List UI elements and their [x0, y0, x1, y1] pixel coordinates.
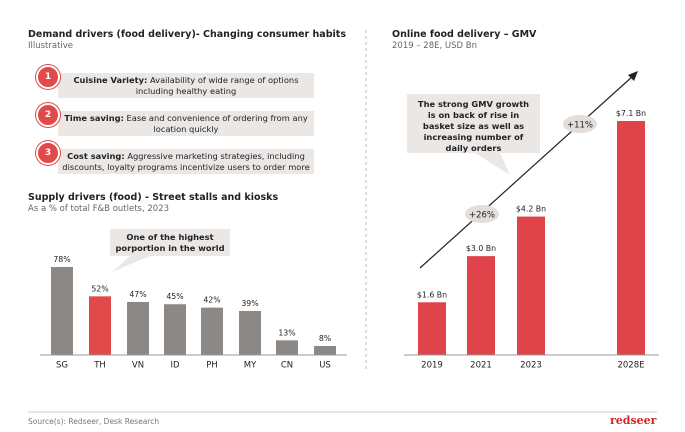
logo: redseer: [610, 414, 657, 427]
driver-number: 1: [36, 65, 60, 89]
bar: [314, 345, 336, 355]
x-tick-label: 2023: [520, 361, 542, 371]
value-label: $3.0 Bn: [466, 244, 496, 253]
callout-pointer: [475, 153, 510, 175]
driver-label: Time saving:: [64, 113, 124, 123]
driver-text: Ease and convenience of ordering from an…: [126, 113, 308, 134]
value-label: $4.2 Bn: [516, 205, 546, 214]
value-label: 52%: [91, 284, 108, 293]
bar: [127, 301, 149, 355]
bar: [201, 307, 223, 355]
gmv-callout: The strong GMV growth is on back of rise…: [407, 94, 540, 153]
growth-label: +11%: [567, 121, 593, 131]
x-tick-label: PH: [206, 361, 218, 371]
value-label: 8%: [319, 334, 331, 343]
x-tick-label: CN: [281, 361, 293, 371]
driver-number: 2: [36, 103, 60, 127]
bar: [89, 296, 111, 355]
supply-title: Supply drivers (food) - Street stalls an…: [28, 192, 279, 203]
driver-text: Availability of wide range of options in…: [135, 75, 299, 96]
growth-label: +26%: [469, 211, 495, 221]
bar: [164, 304, 186, 355]
value-label: 78%: [53, 255, 70, 264]
x-tick-label: 2019: [421, 361, 443, 371]
driver-label: Cuisine Variety:: [73, 75, 148, 85]
callout-pointer: [112, 256, 150, 272]
x-tick-label: 2028E: [617, 361, 644, 371]
driver-label: Cost saving:: [67, 151, 125, 161]
x-tick-label: SG: [56, 361, 68, 371]
value-label: 45%: [166, 292, 183, 301]
bar: [239, 311, 261, 355]
growth-bubble: [563, 115, 597, 133]
driver-text: Aggressive marketing strategies, includi…: [62, 151, 310, 172]
growth-bubble: [465, 205, 499, 223]
driver-box: Time saving: Ease and convenience of ord…: [58, 111, 314, 136]
growth-arrow: [419, 75, 634, 269]
gmv-title: Online food delivery – GMV: [392, 29, 537, 40]
x-tick-label: TH: [93, 361, 106, 371]
x-tick-label: US: [319, 361, 331, 371]
driver-box: Cost saving: Aggressive marketing strate…: [58, 149, 314, 174]
x-tick-label: 2021: [470, 361, 492, 371]
value-label: 42%: [203, 296, 220, 305]
value-label: 13%: [278, 328, 295, 337]
bar: [467, 256, 495, 355]
bar: [418, 302, 446, 355]
value-label: $1.6 Bn: [417, 290, 447, 299]
x-tick-label: MY: [244, 361, 257, 371]
driver-number: 3: [36, 141, 60, 165]
source: Source(s): Redseer, Desk Research: [28, 417, 160, 426]
supply-subtitle: As a % of total F&B outlets, 2023: [28, 204, 170, 214]
bar: [617, 121, 645, 355]
header-title: Demand drivers (food delivery)- Changing…: [28, 29, 346, 40]
x-tick-label: VN: [132, 361, 144, 371]
supply-callout: One of the highest porportion in the wor…: [110, 229, 230, 256]
bar: [276, 340, 298, 355]
x-tick-label: ID: [170, 361, 180, 371]
bar: [517, 216, 545, 355]
header-subtitle: Illustrative: [28, 41, 74, 51]
value-label: $7.1 Bn: [616, 109, 646, 118]
value-label: 39%: [241, 299, 258, 308]
bar: [51, 267, 73, 355]
gmv-subtitle: 2019 – 28E, USD Bn: [392, 41, 477, 51]
driver-box: Cuisine Variety: Availability of wide ra…: [58, 73, 314, 98]
arrow-head: [628, 71, 638, 81]
value-label: 47%: [129, 290, 146, 299]
